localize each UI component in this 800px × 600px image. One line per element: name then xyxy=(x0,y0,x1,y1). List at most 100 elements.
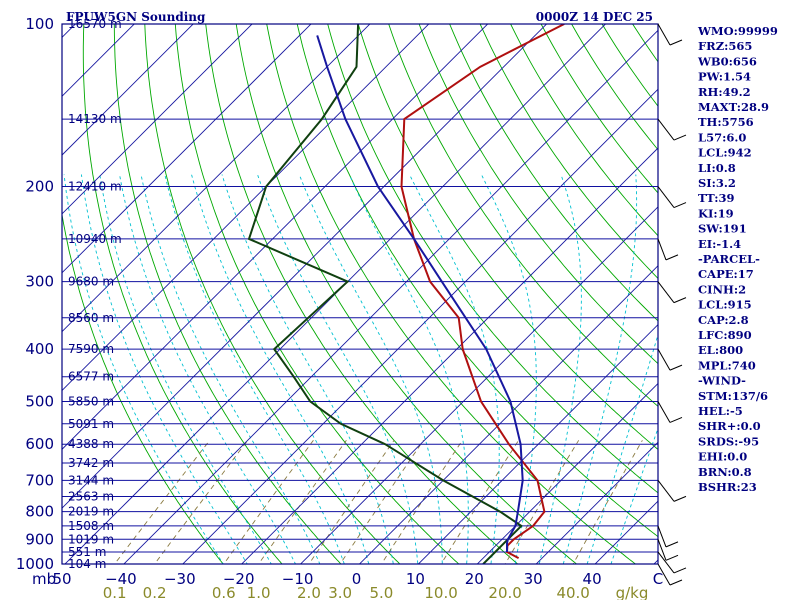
stat-line: PW:1.54 xyxy=(698,70,751,84)
temperature-unit-label: C xyxy=(653,570,663,588)
height-label: 7590 m xyxy=(68,342,114,356)
isotherm-line xyxy=(299,206,658,564)
mixing-ratio-line xyxy=(154,440,249,564)
mixing-ratio-line xyxy=(308,440,395,564)
wind-barb xyxy=(657,563,671,586)
axis-labels: 16570 m 14130 m 12410 m 10940 m 9680 m 8560 m… xyxy=(16,15,663,600)
stat-line: EI:-1.4 xyxy=(698,237,741,251)
isotherm-line xyxy=(62,24,194,156)
mixing-ratio-line xyxy=(440,440,519,564)
isotherm-line xyxy=(358,265,658,564)
dry-adiabat-line xyxy=(174,24,460,564)
pressure-tick-label: 400 xyxy=(25,340,54,358)
mixing-ratio-line xyxy=(380,440,463,564)
pressure-tick-label: 1000 xyxy=(16,555,54,573)
height-label: 551 m xyxy=(68,545,106,559)
isotherm-line xyxy=(476,382,658,564)
moist-adiabat-line xyxy=(538,174,582,564)
moist-adiabat-line xyxy=(140,174,321,564)
dry-adiabat-line xyxy=(418,24,658,365)
parcel-line xyxy=(316,35,524,552)
moist-adiabat-line xyxy=(119,174,297,564)
wind-barb-flag xyxy=(669,364,683,371)
wind-barb xyxy=(657,281,675,303)
mixing-ratio-tick-label: 0.1 xyxy=(103,584,127,600)
pressure-tick-label: 200 xyxy=(25,178,54,196)
stat-line: LFC:890 xyxy=(698,328,752,342)
wind-barb xyxy=(657,539,667,561)
temperature-tick-label: 30 xyxy=(524,570,543,588)
moist-adiabat-line xyxy=(409,174,500,564)
wind-barb xyxy=(657,118,675,141)
stat-line: BSHR:23 xyxy=(698,480,757,494)
dry-adiabat-line xyxy=(205,24,519,564)
mixing-ratio-unit-label: g/kg xyxy=(616,584,649,600)
wind-barb-flag xyxy=(669,579,683,586)
height-label: 2019 m xyxy=(68,505,114,519)
height-label: 16570 m xyxy=(68,17,122,31)
grid-layer xyxy=(62,24,658,564)
stat-line: RH:49.2 xyxy=(698,85,751,99)
mixing-ratio-tick-label: 10.0 xyxy=(424,584,457,600)
dry-adiabat-line xyxy=(479,24,658,280)
wind-barb xyxy=(657,348,671,371)
pressure-tick-label: 500 xyxy=(25,392,54,410)
height-label: 3144 m xyxy=(68,473,114,487)
moist-adiabat-line xyxy=(63,174,224,564)
stat-line: CAPE:17 xyxy=(698,267,754,281)
moist-adiabat-line xyxy=(298,174,443,564)
pressure-tick-label: 700 xyxy=(25,471,54,489)
temperature-tick-label: −20 xyxy=(223,570,255,588)
height-label: 9680 m xyxy=(68,275,114,289)
mixing-ratio-tick-label: 0.6 xyxy=(212,584,236,600)
moist-adiabat-line xyxy=(257,174,419,564)
isotherm-line xyxy=(62,24,548,509)
moist-adiabat-line xyxy=(221,174,394,564)
dry-adiabat-line xyxy=(327,24,658,494)
pressure-tick-label: 800 xyxy=(25,503,54,521)
isotherm-line xyxy=(62,24,430,392)
dry-adiabat-line xyxy=(144,24,401,564)
stat-line: CINH:2 xyxy=(698,282,746,296)
height-label: 3742 m xyxy=(68,456,114,470)
isotherm-line xyxy=(241,147,658,564)
mixing-ratio-tick-label: 2.0 xyxy=(297,584,321,600)
mixing-ratio-line xyxy=(339,440,424,564)
mixing-ratio-line xyxy=(258,440,347,564)
mixing-ratio-tick-label: 3.0 xyxy=(328,584,352,600)
moist-adiabat-line xyxy=(164,174,345,564)
stat-line: L57:6.0 xyxy=(698,130,746,144)
stat-line: WB0:656 xyxy=(697,54,757,68)
isotherm-line xyxy=(182,88,658,564)
isotherm-line xyxy=(535,441,658,564)
height-label: 5850 m xyxy=(68,394,114,408)
height-label: 4388 m xyxy=(68,437,114,451)
stat-line: SI:3.2 xyxy=(698,176,736,190)
stat-line: SW:191 xyxy=(698,222,747,236)
pressure-unit-label: mb xyxy=(32,570,56,588)
isotherm-line xyxy=(62,24,253,215)
dry-adiabat-line xyxy=(266,24,637,564)
wind-barb-flag xyxy=(673,567,687,574)
stat-line: SRDS:-95 xyxy=(698,434,759,448)
height-label: 14130 m xyxy=(68,112,122,126)
mixing-ratio-tick-label: 40.0 xyxy=(556,584,589,600)
stat-line: -WIND- xyxy=(698,374,746,388)
wind-barb xyxy=(657,525,667,548)
stat-line: SHR+:0.0 xyxy=(698,419,761,433)
wind-barb xyxy=(657,238,667,261)
stat-line: HEL:-5 xyxy=(698,404,743,418)
dewpoint-line xyxy=(247,24,523,564)
stat-line: FRZ:565 xyxy=(698,39,752,53)
moist-adiabat-line xyxy=(610,426,658,564)
wind-barb xyxy=(657,23,671,46)
moist-adiabat-line xyxy=(191,174,370,564)
plot-frame xyxy=(61,23,659,565)
temperature-tick-label: 50 xyxy=(52,570,71,588)
mixing-ratio-tick-label: 20.0 xyxy=(488,584,521,600)
stat-line: LCL:915 xyxy=(698,298,752,312)
temperature-tick-label: 0 xyxy=(352,570,362,588)
stat-line: STM:137/6 xyxy=(698,389,768,403)
chart-date: 0000Z 14 DEC 25 xyxy=(536,10,653,24)
